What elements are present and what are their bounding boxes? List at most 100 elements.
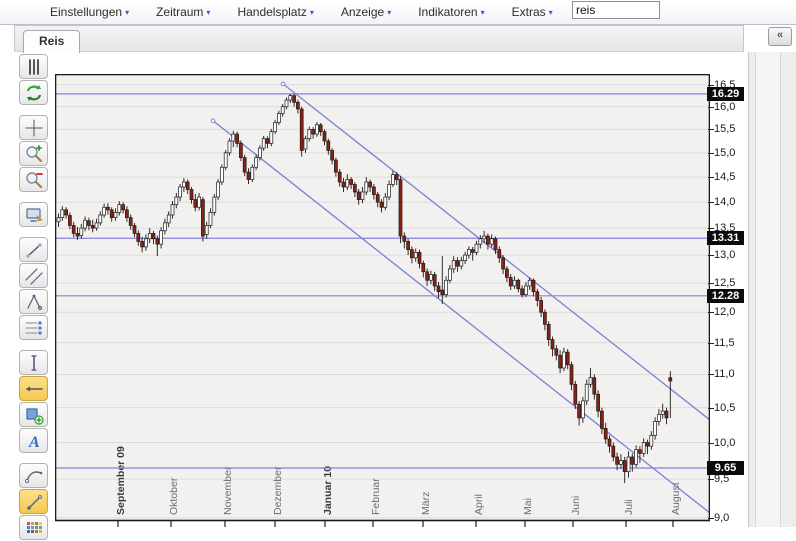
candle-body bbox=[98, 214, 103, 224]
chevron-down-icon: ▾ bbox=[125, 8, 130, 17]
color-palette-button[interactable] bbox=[19, 515, 48, 540]
y-axis-tick-label: 13,5 bbox=[714, 222, 736, 235]
trendline-button[interactable] bbox=[19, 237, 48, 262]
candle-body bbox=[94, 222, 99, 229]
y-axis-tick bbox=[708, 517, 714, 519]
menu-item-extras[interactable]: Extras ▾ bbox=[512, 5, 553, 19]
candle-body bbox=[489, 238, 494, 245]
candle-body bbox=[546, 323, 551, 340]
price-marker-badge: 9.65 bbox=[707, 460, 744, 475]
chart-style-button[interactable] bbox=[19, 54, 48, 79]
candle-body bbox=[554, 348, 559, 356]
candle-body bbox=[189, 189, 194, 200]
menu-item-einstellungen[interactable]: Einstellungen ▾ bbox=[50, 5, 129, 19]
candle-body bbox=[311, 129, 315, 135]
y-axis-tick bbox=[708, 106, 714, 108]
candle-body bbox=[223, 152, 228, 168]
arc-tool-button[interactable] bbox=[19, 463, 48, 488]
candle-body bbox=[622, 460, 627, 473]
candle-body bbox=[603, 428, 608, 440]
candle-body bbox=[360, 191, 365, 200]
y-axis-tick bbox=[708, 407, 714, 409]
candle-body bbox=[398, 179, 403, 237]
candle-body bbox=[653, 421, 657, 436]
chart-plot-area[interactable]: September 09 Oktober November Dezember Janua… bbox=[55, 74, 710, 527]
x-axis-month-label: April bbox=[473, 494, 485, 515]
shape-icon bbox=[23, 405, 45, 425]
x-axis-month-label: Februar bbox=[370, 478, 382, 515]
ray-tool-button[interactable] bbox=[19, 489, 48, 514]
y-axis-tick bbox=[708, 374, 714, 376]
fibonacci-button[interactable] bbox=[19, 315, 48, 340]
x-axis-month-label: Oktober bbox=[168, 477, 180, 515]
tab-reis[interactable]: Reis bbox=[23, 30, 81, 53]
candle-body bbox=[451, 260, 456, 270]
candle-body bbox=[288, 95, 293, 101]
candle-body bbox=[128, 217, 133, 226]
crosshair-button[interactable] bbox=[19, 115, 48, 140]
candle-body bbox=[315, 124, 319, 135]
candle-body bbox=[573, 383, 578, 405]
pitchfork-button[interactable] bbox=[19, 289, 48, 314]
candle-body bbox=[543, 311, 547, 325]
plot-background bbox=[55, 74, 710, 521]
y-axis-tick bbox=[708, 283, 714, 285]
y-axis-tick bbox=[708, 129, 714, 131]
candle-body bbox=[334, 159, 338, 173]
hline-icon bbox=[23, 379, 45, 399]
candle-body bbox=[668, 377, 673, 382]
text-icon: A bbox=[23, 431, 45, 451]
collapse-panel-button[interactable]: « bbox=[768, 27, 792, 46]
candle-body bbox=[353, 184, 357, 193]
candle-body bbox=[364, 181, 369, 193]
zoom-out-button[interactable] bbox=[19, 167, 48, 192]
price-marker-badge: 12.28 bbox=[707, 288, 744, 303]
candle-body bbox=[345, 179, 350, 188]
menu-item-handelsplatz[interactable]: Handelsplatz ▾ bbox=[237, 5, 313, 19]
candle-body bbox=[558, 354, 562, 369]
horizontal-line-button[interactable] bbox=[19, 376, 48, 401]
candle-body bbox=[64, 209, 68, 216]
candle-body bbox=[474, 243, 479, 253]
vertical-line-button[interactable] bbox=[19, 350, 48, 375]
x-axis-month-label: Juni bbox=[570, 496, 582, 515]
candle-body bbox=[508, 277, 513, 287]
text-tool-button[interactable]: A bbox=[19, 428, 48, 453]
candle-body bbox=[250, 166, 255, 180]
menu-item-anzeige[interactable]: Anzeige ▾ bbox=[341, 5, 391, 19]
candle-body bbox=[326, 140, 331, 151]
add-shape-button[interactable] bbox=[19, 402, 48, 427]
refresh-icon bbox=[23, 83, 45, 103]
candle-body bbox=[588, 377, 593, 385]
candle-body bbox=[235, 133, 239, 144]
menu-item-indikatoren[interactable]: Indikatoren ▾ bbox=[418, 5, 484, 19]
candle-body bbox=[535, 291, 540, 301]
zoom-out-icon bbox=[23, 170, 45, 190]
screenshot-button[interactable] bbox=[19, 202, 48, 227]
candle-body bbox=[444, 279, 448, 295]
candle-body bbox=[520, 288, 524, 295]
menu-item-label: Indikatoren bbox=[418, 5, 478, 19]
y-axis-tick bbox=[708, 255, 714, 257]
zoom-in-button[interactable] bbox=[19, 141, 48, 166]
candle-body bbox=[182, 181, 186, 188]
candle-body bbox=[531, 279, 536, 293]
candle-body bbox=[125, 209, 129, 218]
parallel-channel-button[interactable] bbox=[19, 263, 48, 288]
refresh-button[interactable] bbox=[19, 80, 48, 105]
candle-body bbox=[349, 179, 353, 185]
menu-item-label: Anzeige bbox=[340, 5, 385, 19]
menu-item-label: Einstellungen bbox=[50, 5, 123, 19]
x-axis-month-label: Mai bbox=[522, 498, 534, 515]
candle-body bbox=[402, 235, 407, 242]
candle-body bbox=[562, 351, 566, 369]
candle-body bbox=[204, 225, 209, 235]
candle-body bbox=[470, 249, 475, 253]
candle-body bbox=[273, 122, 277, 133]
candle-body bbox=[649, 435, 654, 447]
menu-item-zeitraum[interactable]: Zeitraum ▾ bbox=[156, 5, 210, 19]
search-input[interactable] bbox=[572, 1, 660, 19]
candle-body bbox=[151, 233, 156, 240]
candle-body bbox=[421, 263, 426, 273]
candle-body bbox=[212, 196, 217, 213]
